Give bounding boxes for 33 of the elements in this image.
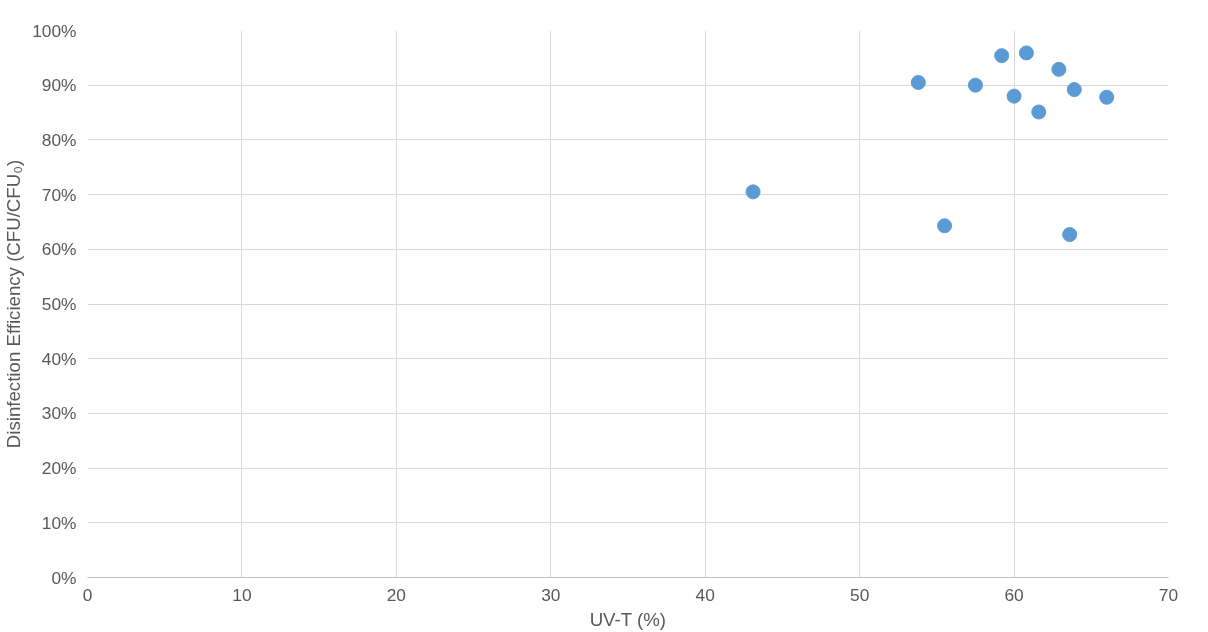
y-tick-label: 50% [41,294,77,314]
point [994,48,1010,64]
x-tick-label: 10 [232,584,252,605]
y-tick-label: 90% [41,75,77,96]
x-tick-label: 70 [1158,584,1179,605]
x-tick-label: 50 [850,584,870,605]
y-tick-label: 100% [32,20,77,41]
point [1066,82,1082,98]
x-tick-label: 60 [1004,584,1024,605]
y-tick-label: 30% [41,403,77,424]
point [910,74,926,90]
y-tick-label: 70% [41,184,77,205]
y-tick-label: 10% [41,512,77,533]
point [1099,89,1115,105]
x-tick-label: 0 [82,584,93,605]
x-tick-label: 40 [695,584,715,605]
y-tick-label: 40% [41,348,77,369]
y-tick-label: 60% [41,239,77,260]
y-tick-label: 80% [41,129,77,150]
point [967,77,983,93]
y-axis-title: Disinfection Efficiency (CFU/CFU₀) [3,159,25,449]
x-tick-label: 20 [386,584,406,605]
y-tick-label: 20% [41,458,77,479]
point [1051,61,1067,77]
point [1062,227,1078,243]
point [1031,104,1047,120]
x-axis-title: UV-T (%) [589,608,667,630]
x-tick-label: 30 [541,584,561,605]
point [1006,88,1022,104]
y-tick-label: 0% [51,567,77,588]
point [937,218,953,234]
point [1018,45,1034,61]
point [745,184,761,200]
